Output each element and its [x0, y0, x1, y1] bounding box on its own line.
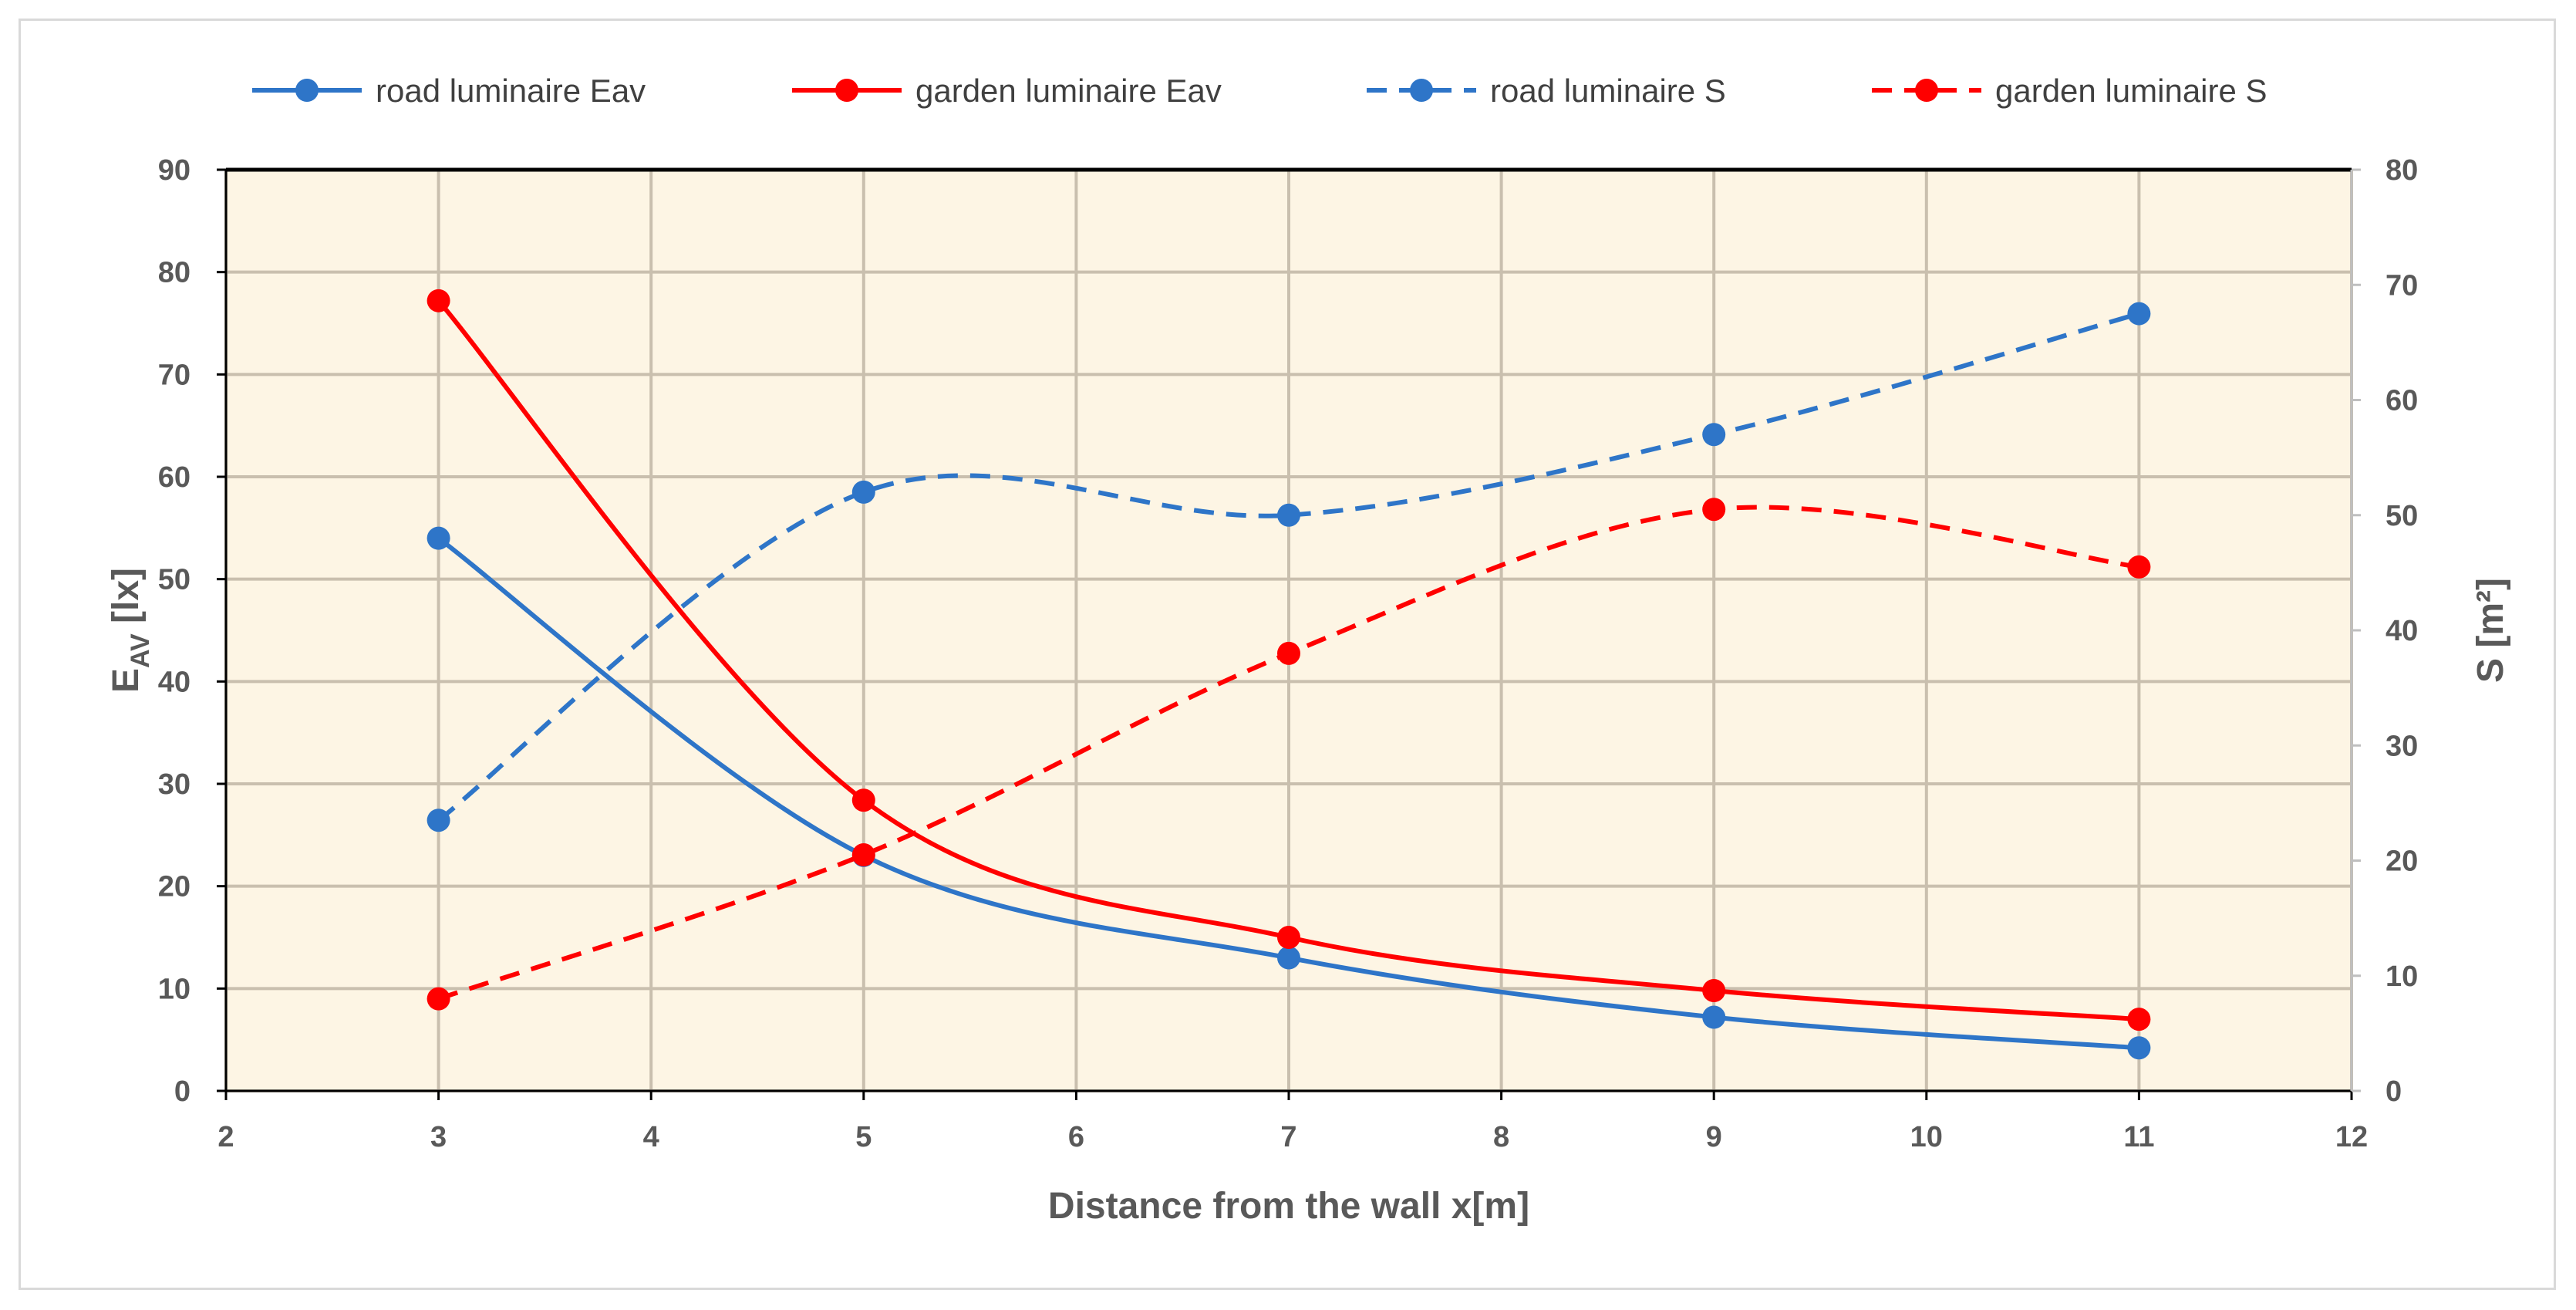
data-point-road-luminaire-eav	[1277, 946, 1300, 970]
y-tick-label: 60	[158, 461, 191, 494]
y-tick-label: 80	[158, 257, 191, 289]
y-tick-label: 40	[158, 666, 191, 698]
x-tick-label: 10	[1910, 1121, 1943, 1153]
data-point-garden-luminaire-s	[427, 987, 450, 1011]
data-point-garden-luminaire-eav	[1702, 978, 1726, 1002]
data-point-road-luminaire-eav	[1702, 1005, 1726, 1029]
y-tick-label: 10	[158, 973, 191, 1005]
chart-frame: 2 3 4 5 6 7 8 9 10 11 12 0 10 20 30 40 50 60 70 80 90 0 10 20 30…	[19, 19, 2556, 1290]
x-tick-label: 11	[2123, 1121, 2154, 1153]
data-point-road-luminaire-eav	[427, 526, 450, 550]
y2-tick-label: 60	[2385, 385, 2418, 417]
x-tick-label: 3	[430, 1121, 447, 1153]
x-tick-label: 7	[1280, 1121, 1296, 1153]
legend-marker-road-luminaire-s	[1410, 79, 1433, 102]
y-tick-label: 30	[158, 768, 191, 801]
data-point-road-luminaire-s	[2127, 302, 2151, 326]
y-axis-title-main: E	[106, 668, 147, 693]
data-point-garden-luminaire-s	[1702, 498, 1726, 522]
data-point-road-luminaire-s	[1702, 423, 1726, 447]
data-point-garden-luminaire-eav	[851, 788, 875, 812]
y2-tick-label: 0	[2385, 1075, 2402, 1108]
x-tick-label: 6	[1068, 1121, 1084, 1153]
x-tick-label: 12	[2335, 1121, 2368, 1153]
data-point-road-luminaire-s	[427, 809, 450, 832]
y2-tick-label: 10	[2385, 961, 2418, 993]
data-point-garden-luminaire-eav	[2127, 1008, 2151, 1031]
legend-label-garden-luminaire-eav: garden luminaire Eav	[915, 73, 1222, 109]
y-axis-title-unit: [lx]	[106, 568, 147, 633]
data-point-garden-luminaire-eav	[427, 289, 450, 312]
y2-tick-label: 80	[2385, 154, 2418, 187]
y-tick-label: 0	[174, 1075, 191, 1108]
data-point-garden-luminaire-s	[851, 843, 875, 867]
data-point-garden-luminaire-eav	[1277, 926, 1300, 949]
y2-tick-label: 70	[2385, 269, 2418, 302]
chart-svg: 2 3 4 5 6 7 8 9 10 11 12 0 10 20 30 40 50 60 70 80 90 0 10 20 30…	[106, 73, 2511, 1227]
legend-marker-garden-luminaire-eav	[835, 79, 858, 102]
legend-marker-road-luminaire-eav	[295, 79, 319, 102]
x-tick-label: 2	[217, 1121, 234, 1153]
y2-tick-label: 30	[2385, 730, 2418, 762]
y2-tick-label: 20	[2385, 846, 2418, 878]
legend-label-road-luminaire-s: road luminaire S	[1490, 73, 1726, 109]
x-tick-label: 8	[1493, 1121, 1509, 1153]
data-point-road-luminaire-eav	[2127, 1036, 2151, 1060]
y-tick-label: 20	[158, 871, 191, 903]
series-line-garden-luminaire-eav	[437, 299, 2139, 1022]
x-tick-label: 4	[643, 1121, 659, 1153]
series-line-road-luminaire-s	[437, 311, 2140, 822]
x-axis-title: Distance from the wall x[m]	[1048, 1186, 1529, 1227]
legend-label-garden-luminaire-s: garden luminaire S	[1995, 73, 2267, 109]
y-tick-label: 90	[158, 154, 191, 187]
data-point-garden-luminaire-s	[1277, 641, 1300, 665]
y-axis-title: EAV [lx]	[106, 568, 155, 693]
y-tick-label: 70	[158, 359, 191, 391]
y-axis-title-sub: AV	[126, 633, 155, 668]
x-tick-label: 5	[855, 1121, 872, 1153]
y2-tick-label: 50	[2385, 500, 2418, 532]
data-point-road-luminaire-s	[851, 480, 875, 504]
y-tick-label: 50	[158, 564, 191, 596]
y2-axis-title: S [m²]	[2470, 578, 2511, 683]
y2-tick-label: 40	[2385, 615, 2418, 647]
legend-label-road-luminaire-eav: road luminaire Eav	[376, 73, 646, 109]
x-tick-label: 9	[1706, 1121, 1722, 1153]
data-point-road-luminaire-s	[1277, 503, 1300, 527]
legend-marker-garden-luminaire-s	[1915, 79, 1938, 102]
data-point-garden-luminaire-s	[2127, 555, 2151, 579]
